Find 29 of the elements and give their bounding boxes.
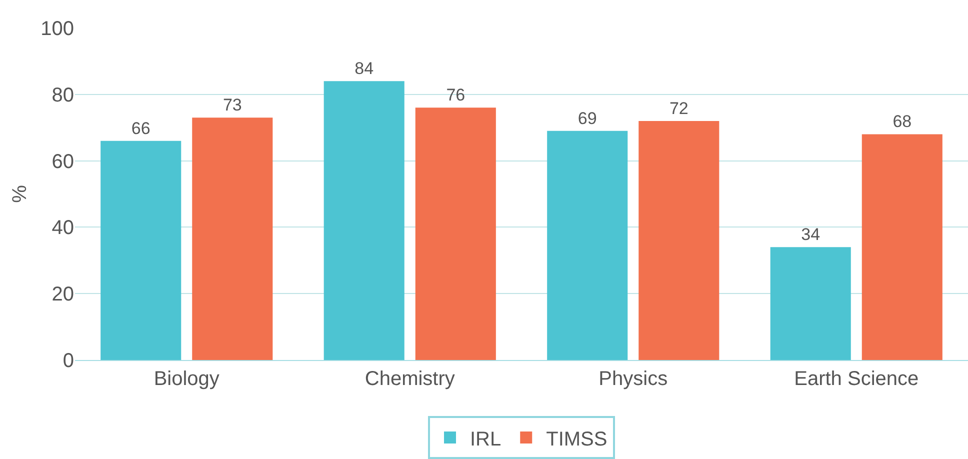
bar xyxy=(862,134,942,360)
bar xyxy=(770,247,851,360)
data-label: 84 xyxy=(354,59,374,78)
data-label: 72 xyxy=(669,98,688,118)
y-tick-label: 0 xyxy=(62,350,74,372)
data-label: 69 xyxy=(578,108,597,128)
data-label: 73 xyxy=(222,96,242,115)
bar xyxy=(192,118,273,360)
y-tick-label: 40 xyxy=(52,217,74,240)
x-tick-label: Physics xyxy=(598,368,668,390)
bar xyxy=(547,130,628,360)
y-axis-title: % xyxy=(9,184,32,203)
y-tick-label: 60 xyxy=(52,150,74,173)
bar xyxy=(100,140,182,360)
data-label: 34 xyxy=(801,225,820,244)
bar xyxy=(638,120,720,360)
bar xyxy=(324,81,404,360)
bar xyxy=(415,108,496,360)
x-tick-label: Biology xyxy=(154,368,220,390)
legend-label: IRL xyxy=(470,428,502,450)
y-tick-label: 20 xyxy=(52,284,74,306)
x-tick-label: Chemistry xyxy=(364,368,455,390)
y-tick-label: 80 xyxy=(52,84,74,106)
y-tick-label: 100 xyxy=(40,18,74,40)
data-label: 76 xyxy=(446,86,466,105)
data-label: 66 xyxy=(131,118,150,138)
data-label: 68 xyxy=(892,112,912,132)
legend-label: TIMSS xyxy=(546,428,608,450)
x-tick-label: Earth Science xyxy=(794,368,919,390)
